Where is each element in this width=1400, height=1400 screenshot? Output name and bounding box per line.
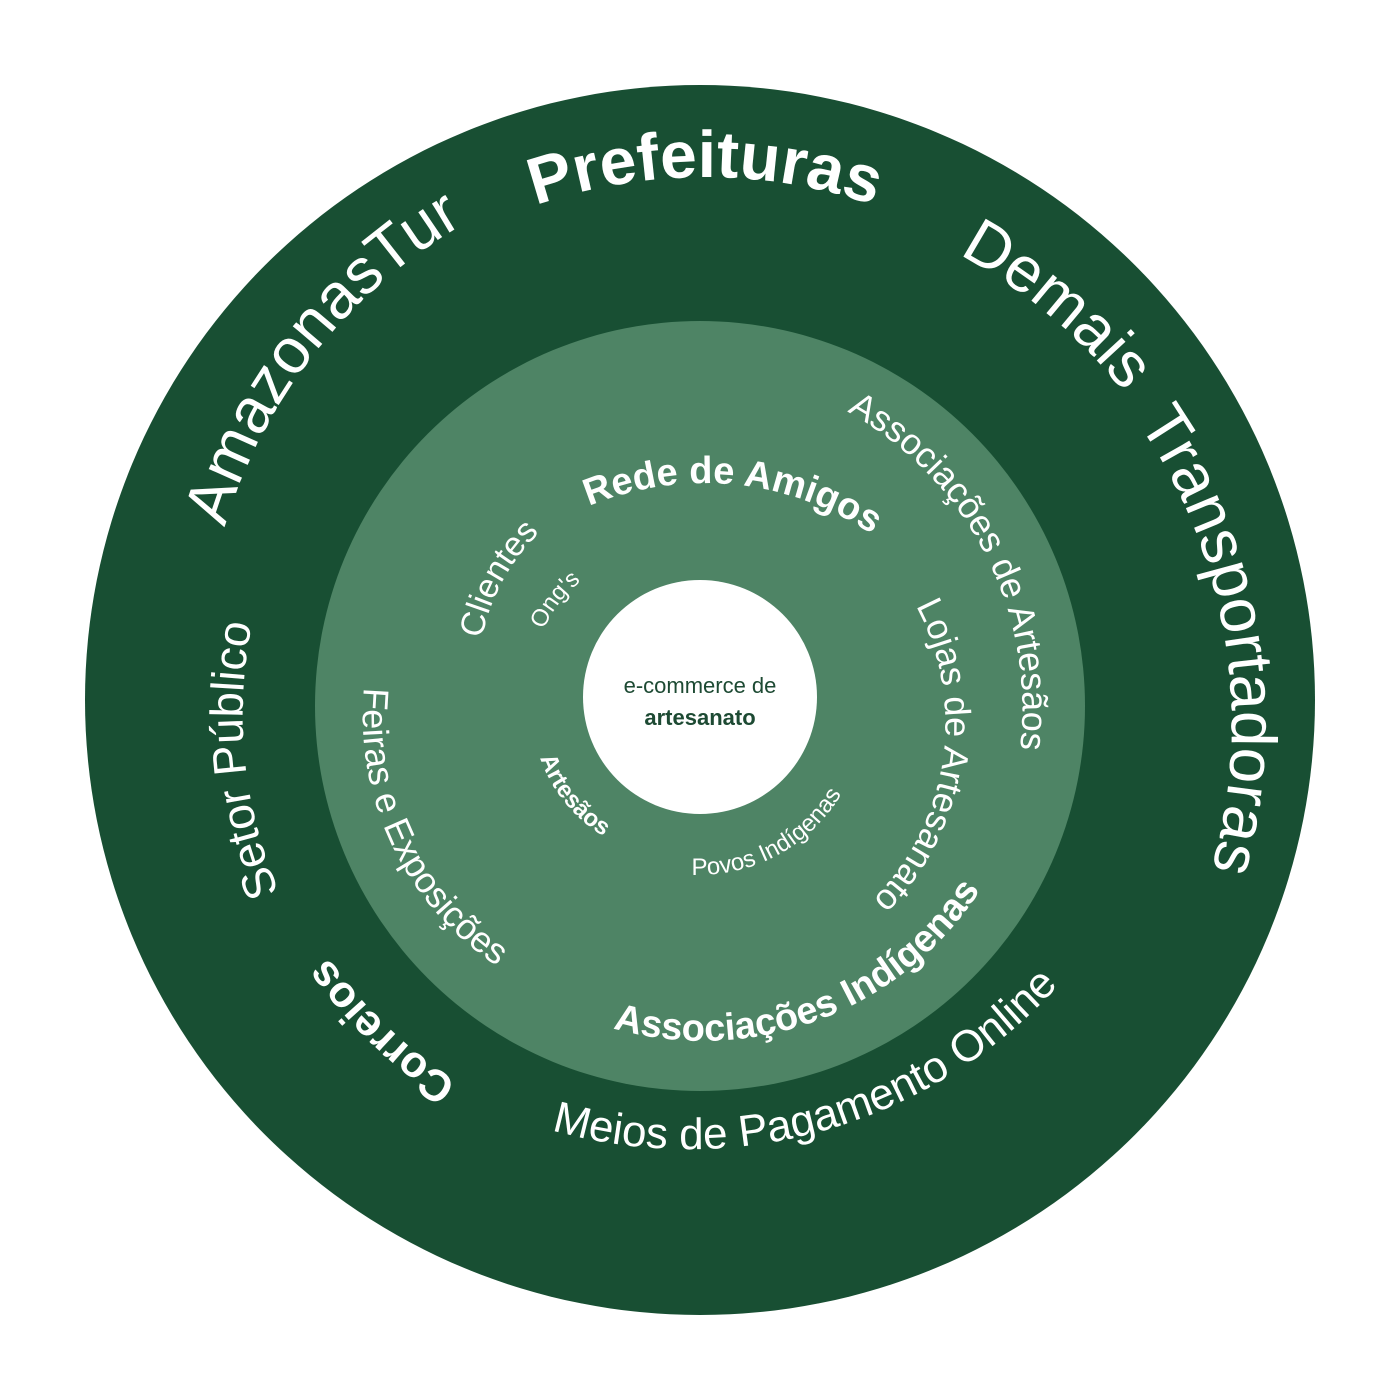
center-title-line2: artesanato (644, 705, 755, 730)
center-circle (583, 580, 817, 814)
center-title-line1: e-commerce de (624, 673, 777, 698)
